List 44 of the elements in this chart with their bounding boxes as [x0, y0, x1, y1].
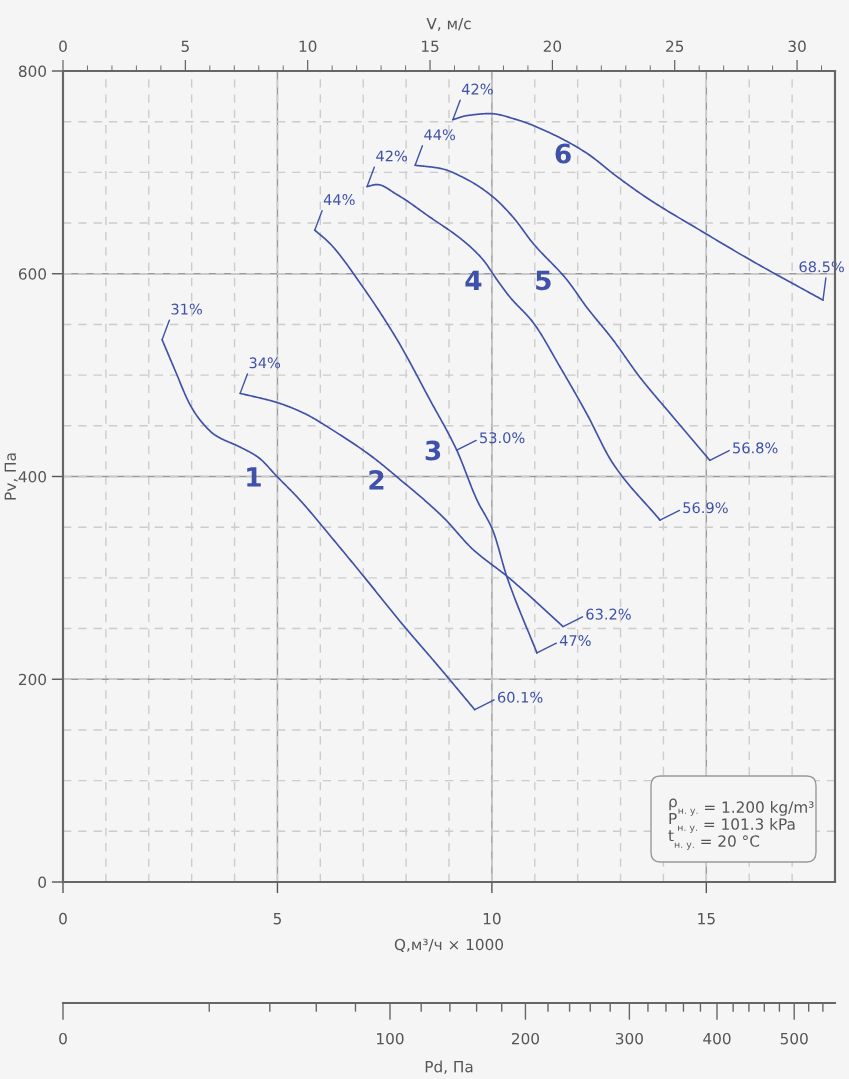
x2-tick-label: 30 [788, 40, 806, 53]
y-axis-title: Pv, Па [4, 453, 18, 500]
series-label: 5 [536, 270, 551, 291]
text: 300 [615, 1032, 643, 1045]
annotation: 47% [559, 634, 591, 647]
text: 0 [59, 1032, 67, 1045]
annotation: 53.0% [480, 432, 525, 444]
x2-tick-label: 25 [666, 40, 684, 53]
x2-axis-title: V, м/с [426, 17, 471, 31]
annotation: 42% [461, 83, 493, 95]
legend-label: 3 [425, 440, 441, 461]
annotation: 60.1% [497, 691, 543, 703]
x2-tick-label: 0 [59, 40, 67, 53]
series-label: 2 [369, 470, 384, 490]
annotation: 56.8% [733, 442, 778, 454]
x-tick-label: 0 [59, 912, 67, 925]
y-tick-label: 200 [18, 673, 47, 686]
series-label: 4 [465, 270, 482, 290]
x-axis-title: Q,м³/ч × 1000 [394, 938, 504, 953]
text: 400 [703, 1032, 731, 1045]
y-tick-label: 0 [38, 876, 47, 889]
text: 100 [377, 1032, 404, 1045]
annotation: 56.9% [683, 502, 728, 514]
y-tick-label: 800 [18, 65, 47, 78]
y-tick-label: 600 [18, 268, 47, 280]
x-tick-label: 5 [273, 913, 281, 925]
y-tick-label: 400 [18, 470, 47, 483]
x-tick-label: 10 [483, 912, 501, 925]
annotation: 44% [424, 129, 456, 141]
annotation: 31% [171, 303, 203, 315]
x-tick-label: 15 [698, 913, 715, 925]
annotation: 44% [323, 194, 355, 206]
text: 500 [780, 1032, 808, 1045]
x2-tick-label: 5 [181, 40, 189, 53]
x2-tick-label: 10 [299, 40, 317, 53]
annotation: 63.2% [586, 608, 631, 620]
x2-tick-label: 15 [421, 40, 439, 53]
text: Pd, Па [425, 1060, 473, 1074]
text: 200 [511, 1032, 540, 1045]
annotation: 42% [376, 150, 408, 162]
series-label: 6 [555, 143, 571, 164]
series-label: 1 [247, 467, 261, 487]
x2-tick-label: 20 [543, 40, 562, 53]
annotation: 34% [249, 357, 281, 369]
